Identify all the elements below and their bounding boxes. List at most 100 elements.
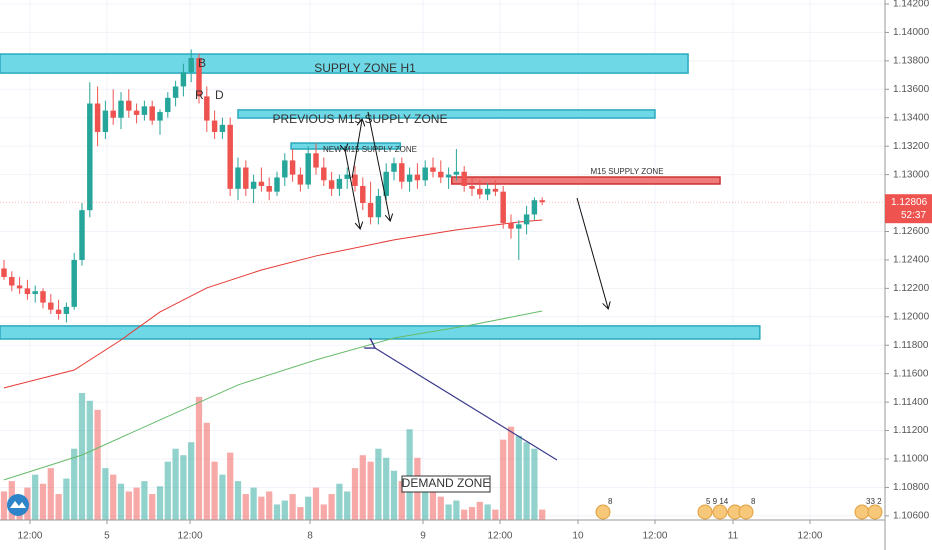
candle-body [204,96,210,121]
moving-average [3,219,543,389]
volume-bar [336,483,343,520]
y-tick-label: 1.10600 [893,511,930,522]
x-tick-label: 12:00 [17,531,42,542]
event-icon [854,504,870,520]
candle-body [531,200,538,215]
candle-body [133,110,140,115]
volume-bar [78,393,86,520]
x-tick-label: 12:00 [487,531,512,542]
volume-bar [398,481,405,520]
candle-body [352,174,358,186]
volume-bar [406,429,413,520]
y-tick-label: 1.11800 [893,340,929,351]
candle-body [414,174,421,181]
y-tick-label: 1.11600 [893,368,929,379]
candle-body [165,97,171,113]
candle-body [243,167,249,189]
annotation: DEMAND ZONE [402,476,491,490]
events: 8 5 9 14 8 33 2 [595,497,883,520]
annotation: R [195,88,204,102]
y-tick-label: 1.13200 [893,141,930,152]
volume-bar [328,494,335,520]
x-tick-label: 10 [572,531,584,542]
countdown: 52:37 [901,210,926,221]
volume-bar [227,452,234,520]
zone [0,53,689,74]
candle-body [461,171,467,186]
volume-bar [94,409,101,520]
candle-body [149,106,155,121]
volume-bar [133,487,140,520]
candle-body [126,100,132,111]
candles-layer [1,49,545,323]
candle-body [297,174,304,185]
candle-body [48,302,54,310]
volume-bar [500,439,507,520]
candle-body [94,103,101,132]
x-tick-label: 12:00 [642,531,667,542]
volume-bar [47,468,54,520]
y-tick-label: 1.12600 [893,226,930,237]
volume-bar [172,448,179,520]
volume-bar [195,396,203,520]
volume-bar [55,494,62,520]
volume-bar [507,426,515,520]
zone [0,325,761,340]
volume-bar [305,496,312,520]
volume-bar [320,504,327,520]
candle-body [391,163,397,172]
y-tick-label: 1.11200 [893,425,929,436]
volume-bar [242,494,249,520]
zones-layer: SUPPLY ZONE H1 PREVIOUS M15 SUPPLY ZONE NE… [0,53,761,340]
x-tick-label: 12:00 [178,531,203,542]
ma-layer [3,219,543,481]
candle-body [211,120,218,132]
candle-body [477,188,483,195]
candle-body [321,167,327,181]
volume-bar [211,461,218,520]
volume-layer [0,393,546,520]
zone-label: PREVIOUS M15 SUPPLY ZONE [273,112,448,126]
y-tick-label: 1.12400 [893,255,930,266]
volume-bar [39,483,47,520]
volume-bar [156,486,164,520]
y-tick-label: 1.13000 [893,169,930,180]
x-tick-label: 9 [420,531,426,542]
volume-bar [312,487,320,520]
candle-body [344,174,350,179]
volume-bar [110,474,117,520]
volume-bar [234,481,242,520]
candle-body [438,171,444,178]
volume-bar [180,455,187,520]
volume-bar [117,483,125,520]
arrow [345,150,360,228]
candle-body [258,181,265,186]
volume-bar [258,496,265,520]
x-tick-label: 12:00 [797,531,822,542]
volume-bar [125,491,132,520]
candle-body [399,163,405,182]
candle-body [274,177,280,192]
candle-body [492,188,499,192]
event-icon [867,504,883,520]
event-icon [595,504,611,520]
candle-body [40,291,46,303]
candle-body [24,288,31,295]
volume-bar [149,494,156,520]
event-icon [738,504,754,520]
annotation: B [198,56,206,70]
volume-bar [437,496,444,520]
arrow [351,120,362,179]
volume-bar [453,500,460,520]
volume-bar [468,507,476,520]
event-label: 8 [751,497,756,506]
volume-bar [63,478,70,520]
zone [450,176,721,185]
x-tick-label: 11 [728,531,739,542]
volume-bar [273,504,281,520]
x-tick-label: 5 [104,531,110,542]
volume-bar [344,491,351,520]
drawings [345,111,608,493]
